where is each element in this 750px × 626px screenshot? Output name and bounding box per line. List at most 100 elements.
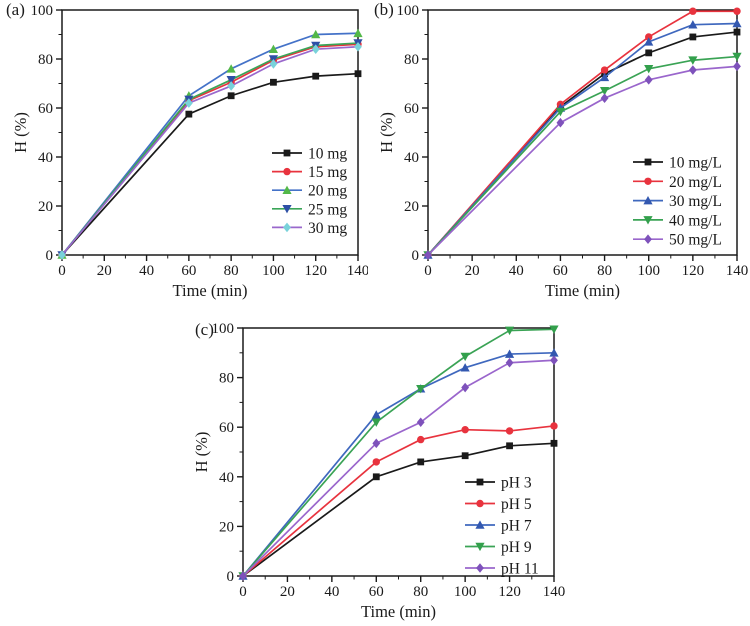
series-line-40-mg-l <box>427 55 738 256</box>
marker-30-mg-l-120 <box>688 20 698 29</box>
svg-text:60: 60 <box>38 101 53 117</box>
chart-panel-b: (b) 0 20 40 60 80 100 120 140 0 20 40 60 80 100 Time (… <box>372 0 750 300</box>
legend-item-50-mg-l: 50 mg/L <box>633 232 722 249</box>
marker-20-mg-120 <box>311 29 321 39</box>
marker-ph-3-80 <box>417 458 425 466</box>
marker-ph-9-100 <box>460 352 470 362</box>
svg-text:140: 140 <box>347 263 368 279</box>
svg-text:60: 60 <box>404 101 419 117</box>
y-tick-labels: 0 20 40 60 80 100 <box>212 321 235 585</box>
marker-10-mg-60 <box>185 110 193 118</box>
marker-ph-5-140 <box>550 422 558 430</box>
legend-item-ph-7: pH 7 <box>465 518 532 535</box>
marker-30-mg-140 <box>354 41 362 52</box>
svg-text:60: 60 <box>181 263 196 279</box>
marker-40-mg-l-80 <box>599 87 610 96</box>
svg-text:20: 20 <box>280 584 295 600</box>
legend-marker-25-mg <box>282 205 292 214</box>
marker-ph-9-140 <box>549 325 559 334</box>
series-line-20-mg-l <box>427 10 737 256</box>
marker-40-mg-l-140 <box>732 52 742 62</box>
legend-label-20-mg: 20 mg <box>308 183 347 200</box>
marker-30-mg-l-100 <box>644 37 654 46</box>
series-line-30-mg <box>61 45 359 256</box>
marker-ph-3-60 <box>372 473 380 481</box>
marker-ph-5-80 <box>417 435 425 444</box>
marker-30-mg-60 <box>184 98 193 108</box>
marker-ph-3-100 <box>461 452 469 460</box>
legend-label-30-mg: 30 mg <box>308 220 347 237</box>
marker-30-mg-100 <box>269 59 278 69</box>
svg-text:40: 40 <box>509 263 524 279</box>
marker-ph-7-100 <box>460 363 470 372</box>
marker-ph-9-80 <box>416 384 426 394</box>
marker-40-mg-l-60 <box>555 107 566 117</box>
svg-text:100: 100 <box>212 321 235 337</box>
legend-label-10-mg: 10 mg <box>308 146 347 163</box>
marker-ph-11-80 <box>416 417 425 428</box>
y-axis-title: H (%) <box>377 112 396 153</box>
marker-30-mg-120 <box>311 44 320 54</box>
svg-text:60: 60 <box>553 263 568 279</box>
series-line-50-mg-l <box>427 65 738 256</box>
legend-item-10-mg-l: 10 mg/L <box>633 155 722 172</box>
series-line-ph-7 <box>242 351 555 577</box>
marker-50-mg-l-60 <box>556 117 565 128</box>
svg-text:0: 0 <box>227 569 235 585</box>
marker-25-mg-80 <box>226 76 236 85</box>
legend-marker-50-mg-l <box>644 234 652 244</box>
chart-panel-c: (c) 0 20 40 60 80 100 120 140 0 20 40 60 80 100 Time (… <box>190 315 580 626</box>
legend-label-40-mg-l: 40 mg/L <box>669 212 722 229</box>
x-tick-labels: 0 20 40 60 80 100 120 140 <box>58 263 368 279</box>
marker-30-mg-0 <box>58 250 66 260</box>
legend-item-ph-9: pH 9 <box>465 539 532 556</box>
svg-text:40: 40 <box>219 470 234 486</box>
chart-panel-a: (a) 0 20 40 60 80 100 120 140 0 20 40 60 80 100 Time (… <box>0 0 368 300</box>
svg-text:40: 40 <box>324 584 339 600</box>
marker-20-mg-140 <box>353 28 363 38</box>
marker-ph-3-120 <box>506 442 513 450</box>
marker-ph-3-140 <box>550 439 558 447</box>
x-tick-labels: 0 20 40 60 80 100 120 140 <box>424 263 748 279</box>
marker-50-mg-l-80 <box>600 93 609 103</box>
legend-label-ph-11: pH 11 <box>501 561 539 578</box>
legend-marker-ph-9 <box>475 542 485 552</box>
legend-item-ph-5: pH 5 <box>465 496 532 513</box>
legend-item-ph-11: pH 11 <box>465 561 539 578</box>
legend-marker-20-mg-l <box>644 177 652 185</box>
svg-text:80: 80 <box>413 584 428 600</box>
legend-item-ph-3: pH 3 <box>465 475 532 492</box>
svg-text:0: 0 <box>58 263 66 279</box>
y-tick-labels: 0 20 40 60 80 100 <box>397 3 420 264</box>
x-tick-labels: 0 20 40 60 80 100 120 140 <box>239 584 565 600</box>
marker-30-mg-80 <box>227 81 236 91</box>
marker-10-mg-120 <box>312 72 320 80</box>
svg-text:80: 80 <box>597 263 612 279</box>
marker-ph-11-100 <box>461 382 470 393</box>
x-axis-title: Time (min) <box>545 281 620 300</box>
svg-text:80: 80 <box>224 263 239 279</box>
series-line-20-mg <box>61 32 359 256</box>
legend-marker-ph-3 <box>476 478 484 486</box>
marker-20-mg-100 <box>268 44 279 53</box>
marker-ph-9-120 <box>504 326 515 336</box>
svg-text:100: 100 <box>637 263 660 279</box>
svg-text:20: 20 <box>465 263 480 279</box>
legend-marker-40-mg-l <box>643 216 653 225</box>
x-axis-title: Time (min) <box>361 602 436 621</box>
svg-text:60: 60 <box>219 420 234 436</box>
svg-text:20: 20 <box>38 199 53 215</box>
legend-marker-20-mg <box>282 185 292 194</box>
svg-text:120: 120 <box>682 263 705 279</box>
series-markers-20-mg <box>57 28 363 259</box>
series-line-30-mg-l <box>427 22 738 256</box>
legend-label-30-mg-l: 30 mg/L <box>669 193 722 210</box>
marker-20-mg-l-100 <box>645 33 653 41</box>
legend: 10 mg/L 20 mg/L 30 mg/L 40 mg/L 50 mg/L <box>633 155 722 249</box>
legend-marker-10-mg-l <box>644 158 652 166</box>
svg-text:20: 20 <box>97 263 112 279</box>
legend-marker-ph-5 <box>476 499 484 508</box>
marker-ph-5-100 <box>461 425 469 434</box>
